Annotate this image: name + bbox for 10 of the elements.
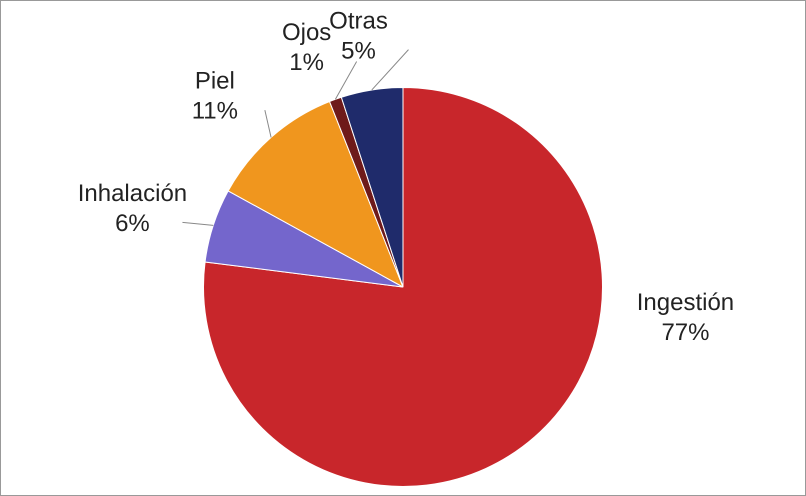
slice-label: Inhalación — [78, 180, 188, 207]
slice-label: Piel — [194, 68, 235, 95]
data-label: 1% — [289, 49, 324, 76]
data-label: 11% — [192, 98, 238, 125]
data-label: 77% — [661, 319, 710, 346]
data-label: 5% — [341, 37, 376, 64]
slice-label: Ojos — [282, 19, 332, 46]
slice-label: Ingestión — [636, 289, 734, 316]
slice-label: Otras — [329, 7, 388, 34]
data-label: 6% — [115, 210, 150, 237]
